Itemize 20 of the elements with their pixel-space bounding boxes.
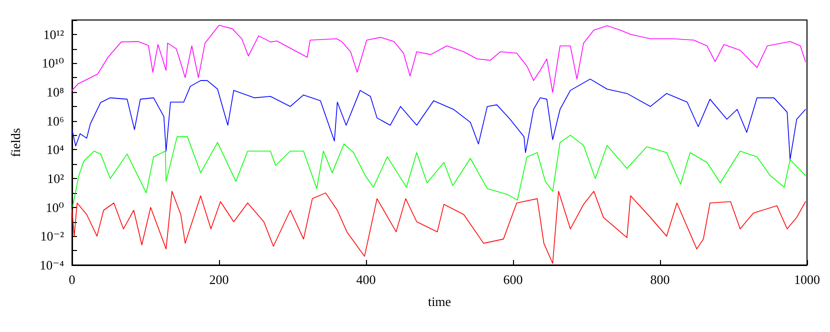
x-tick-label: 400 xyxy=(356,272,376,287)
y-tick-label: 10¹² xyxy=(43,26,64,42)
x-tick-label: 800 xyxy=(650,272,670,287)
x-tick-label: 1000 xyxy=(794,272,820,287)
y-tick-label: 10² xyxy=(47,171,64,186)
x-axis-title: time xyxy=(428,294,452,309)
y-tick-label: 10⁶ xyxy=(46,113,64,128)
y-tick-label: 10⁸ xyxy=(46,84,64,100)
x-tick-label: 600 xyxy=(503,272,523,287)
line-series xyxy=(72,24,806,93)
x-tick-label: 0 xyxy=(68,272,76,287)
y-tick-label: 10⁻⁴ xyxy=(40,258,64,272)
line-series xyxy=(72,134,806,207)
y-tick-label: 10⁰ xyxy=(46,200,64,215)
y-axis-title: fields xyxy=(8,128,23,157)
y-tick-label: 10⁴ xyxy=(46,142,64,158)
line-series xyxy=(72,78,806,160)
y-tick-label: 10⁻² xyxy=(40,228,64,244)
y-tick-label: 10¹⁰ xyxy=(42,56,64,71)
x-tick-label: 200 xyxy=(209,272,229,287)
